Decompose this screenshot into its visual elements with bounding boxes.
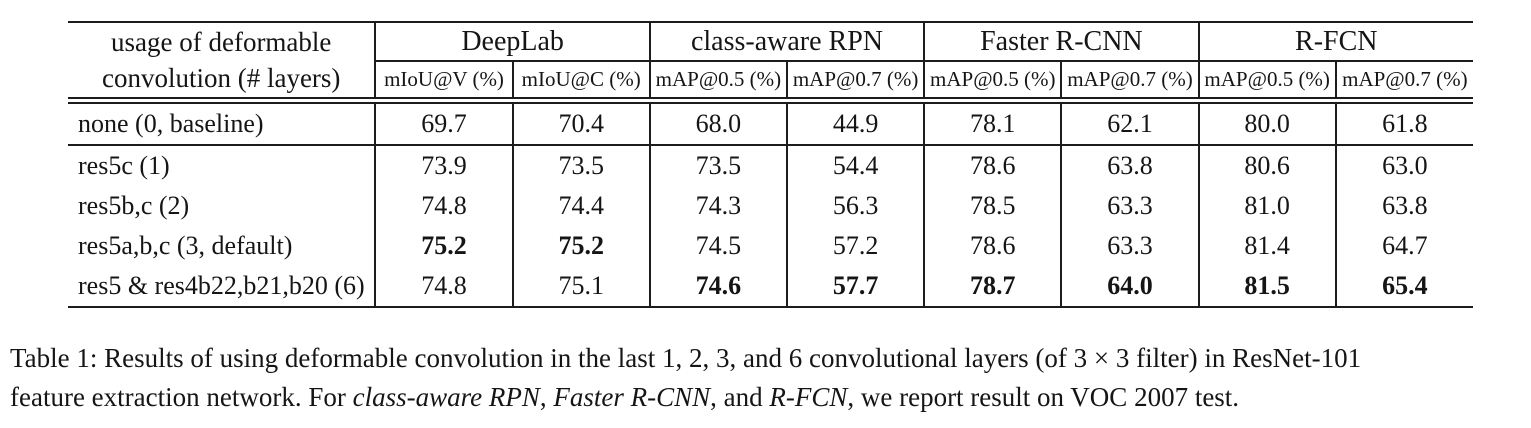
table-row: res5c (1) 73.9 73.5 73.5 54.4 78.6 63.8 80.6 63.… [68, 145, 1473, 186]
value-cell: 68.0 [648, 100, 787, 146]
value-cell: 56.3 [785, 186, 925, 226]
caption-segment: Table 1: Results of using deformable con… [10, 343, 1362, 373]
value-cell: 61.8 [1334, 100, 1473, 146]
value-cell: 81.4 [1197, 226, 1336, 266]
caption-segment: feature extraction network. For [10, 382, 353, 412]
subheader-cell: mAP@0.7 (%) [1334, 61, 1473, 104]
caption-segment: , and [710, 382, 770, 412]
value-cell: 73.5 [511, 145, 650, 186]
table-header: usage of deformable convolution (# layer… [68, 22, 1473, 104]
row-label: none (0, baseline) [68, 100, 376, 146]
value-cell: 64.7 [1334, 226, 1473, 266]
value-cell: 75.2 [511, 226, 650, 266]
caption-segment: Faster R-CNN [553, 382, 711, 412]
subheader-cell: mIoU@V (%) [374, 61, 513, 104]
caption-segment: , we report result on VOC 2007 test. [847, 382, 1240, 412]
value-cell: 74.8 [374, 266, 513, 307]
row-label: res5b,c (2) [78, 191, 190, 220]
value-cell: 73.9 [374, 145, 513, 186]
value-cell: 78.6 [923, 145, 1062, 186]
group-header-deeplab: DeepLab [374, 22, 650, 62]
group-header-r-fcn: R-FCN [1197, 22, 1473, 62]
value-cell: 73.5 [648, 145, 787, 186]
row-label: res5 & res4b22,b21,b20 (6) [78, 271, 365, 300]
subheader-cell: mAP@0.5 (%) [923, 61, 1062, 104]
value-cell: 74.3 [648, 186, 787, 226]
value-cell: 78.5 [923, 186, 1062, 226]
value-cell: 81.5 [1197, 266, 1336, 307]
value-cell: 74.6 [648, 266, 787, 307]
table-row: res5 & res4b22,b21,b20 (6) 74.8 75.1 74.6 57… [68, 266, 1473, 307]
value-cell: 75.1 [511, 266, 650, 307]
row-header-cell: usage of deformable convolution (# layer… [68, 22, 376, 104]
value-cell: 65.4 [1334, 266, 1473, 307]
value-cell: 57.7 [785, 266, 925, 307]
value-cell: 64.0 [1060, 266, 1199, 307]
value-cell: 44.9 [785, 100, 925, 146]
value-cell: 57.2 [785, 226, 925, 266]
value-cell: 70.4 [511, 100, 650, 146]
value-cell: 75.2 [374, 226, 513, 266]
value-cell: 74.5 [648, 226, 787, 266]
row-label: res5a,b,c (3, default) [78, 231, 293, 260]
value-cell: 80.6 [1197, 145, 1336, 186]
subheader-cell: mAP@0.7 (%) [1060, 61, 1199, 104]
value-cell: 78.1 [923, 100, 1062, 146]
table-wrap: usage of deformable convolution (# layer… [68, 21, 1473, 308]
value-cell: 74.8 [374, 186, 513, 226]
caption-segment: R-FCN [769, 382, 848, 412]
row-label: res5c (1) [78, 151, 170, 180]
value-cell: 74.4 [511, 186, 650, 226]
table-row: res5b,c (2) 74.8 74.4 74.3 56.3 78.5 63.3 81.0 6… [68, 186, 1473, 226]
group-header-faster-r-cnn: Faster R-CNN [923, 22, 1199, 62]
subheader-cell: mAP@0.7 (%) [785, 61, 925, 104]
row-header-line-1: usage of deformable [111, 27, 332, 57]
value-cell: 63.0 [1334, 145, 1473, 186]
caption-line: Table 1: Results of using deformable con… [10, 339, 1361, 378]
value-cell: 62.1 [1060, 100, 1199, 146]
value-cell: 63.3 [1060, 186, 1199, 226]
value-cell: 78.6 [923, 226, 1062, 266]
value-cell: 78.7 [923, 266, 1062, 307]
results-table: usage of deformable convolution (# layer… [68, 21, 1473, 308]
caption-segment: , [539, 382, 554, 412]
caption-line: feature extraction network. For class-aw… [10, 378, 1361, 417]
value-cell: 63.8 [1060, 145, 1199, 186]
value-cell: 80.0 [1197, 100, 1336, 146]
value-cell: 69.7 [374, 100, 513, 146]
table-row: none (0, baseline) 69.7 70.4 68.0 44.9 78.1 62… [68, 100, 1473, 146]
group-header-class-aware-rpn: class-aware RPN [648, 22, 925, 62]
value-cell: 63.3 [1060, 226, 1199, 266]
subheader-row: mIoU@V (%) mIoU@C (%) mAP@0.5 (%) mAP@0.… [68, 61, 1473, 104]
caption-segment: class-aware RPN [352, 382, 540, 412]
subheader-cell: mIoU@C (%) [511, 61, 650, 104]
subheader-cell: mAP@0.5 (%) [1197, 61, 1336, 104]
value-cell: 63.8 [1334, 186, 1473, 226]
table-body: none (0, baseline) 69.7 70.4 68.0 44.9 78.1 62… [68, 100, 1473, 307]
table-row: res5a,b,c (3, default) 75.2 75.2 74.5 57.2 78… [68, 226, 1473, 266]
row-header-line-2: convolution (# layers) [101, 63, 341, 93]
table-caption: Table 1: Results of using deformable con… [10, 339, 1361, 417]
subheader-cell: mAP@0.5 (%) [648, 61, 787, 104]
value-cell: 54.4 [785, 145, 925, 186]
group-header-row: usage of deformable convolution (# layer… [68, 22, 1473, 104]
value-cell: 81.0 [1197, 186, 1336, 226]
